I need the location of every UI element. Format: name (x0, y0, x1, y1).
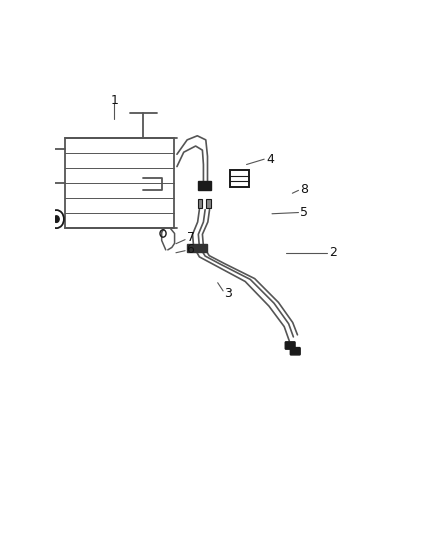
FancyBboxPatch shape (285, 342, 295, 349)
Bar (206, 199, 211, 208)
Bar (198, 199, 202, 208)
Circle shape (54, 216, 59, 222)
Text: 2: 2 (329, 246, 337, 259)
Text: 1: 1 (110, 94, 118, 107)
Text: 4: 4 (266, 152, 274, 166)
Bar (230, 170, 249, 187)
Text: 8: 8 (300, 183, 308, 196)
Text: 3: 3 (224, 287, 232, 300)
Bar (65, 138, 173, 228)
Text: 7: 7 (187, 231, 194, 244)
Text: 6: 6 (187, 243, 194, 256)
FancyBboxPatch shape (290, 348, 300, 355)
Text: 5: 5 (300, 206, 308, 219)
Bar (187, 244, 207, 252)
Bar (198, 181, 211, 190)
